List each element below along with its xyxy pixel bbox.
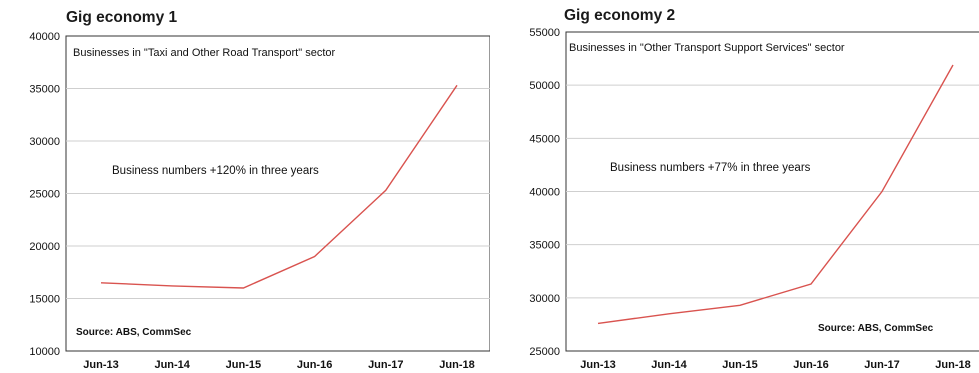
chart-title: Gig economy 1	[66, 9, 178, 26]
x-tick-label: Jun-16	[793, 359, 828, 371]
x-tick-label: Jun-17	[368, 359, 403, 371]
chart-panel-2: Gig economy 2 55000 50000 45000 40000 35000 3…	[490, 0, 979, 373]
chart-panel-1: Gig economy 1 40000 35000 30000 25000 20000 1…	[29, 9, 490, 371]
x-tick-label: Jun-16	[297, 359, 332, 371]
y-tick-label: 30000	[29, 136, 60, 148]
x-tick-label: Jun-15	[226, 359, 261, 371]
line-chart-2: 55000 50000 45000 40000 35000 30000 25000 Jun-…	[529, 27, 979, 371]
y-tick-label: 10000	[29, 346, 60, 358]
y-tick-label: 25000	[29, 189, 60, 201]
x-tick-label: Jun-18	[935, 359, 970, 371]
chart-source: Source: ABS, CommSec	[76, 327, 192, 338]
y-tick-label: 50000	[529, 80, 560, 92]
x-tick-label: Jun-14	[154, 359, 190, 371]
series-line	[100, 84, 458, 289]
y-tick-label: 40000	[29, 31, 60, 43]
y-tick-label: 35000	[29, 84, 60, 96]
y-tick-label: 15000	[29, 294, 60, 306]
x-tick-label: Jun-13	[83, 359, 118, 371]
chart-annotation: Business numbers +77% in three years	[610, 162, 811, 174]
chart-title: Gig economy 2	[564, 7, 676, 24]
y-tick-label: 45000	[529, 133, 560, 145]
chart-subtitle: Businesses in "Other Transport Support S…	[569, 42, 845, 54]
y-tick-label: 25000	[529, 346, 560, 358]
chart-annotation: Business numbers +120% in three years	[112, 165, 319, 177]
series-line	[597, 64, 954, 325]
chart-source: Source: ABS, CommSec	[818, 323, 934, 334]
x-tick-label: Jun-18	[439, 359, 474, 371]
y-tick-label: 55000	[529, 27, 560, 39]
y-tick-label: 20000	[29, 241, 60, 253]
y-tick-label: 35000	[529, 240, 560, 252]
x-tick-label: Jun-13	[580, 359, 615, 371]
line-chart-1: 40000 35000 30000 25000 20000 15000 10000 Jun-…	[29, 31, 490, 371]
x-tick-label: Jun-14	[651, 359, 687, 371]
x-tick-label: Jun-15	[722, 359, 757, 371]
y-tick-label: 30000	[529, 293, 560, 305]
chart-subtitle: Businesses in "Taxi and Other Road Trans…	[73, 47, 335, 59]
y-tick-label: 40000	[529, 187, 560, 199]
x-tick-label: Jun-17	[864, 359, 899, 371]
